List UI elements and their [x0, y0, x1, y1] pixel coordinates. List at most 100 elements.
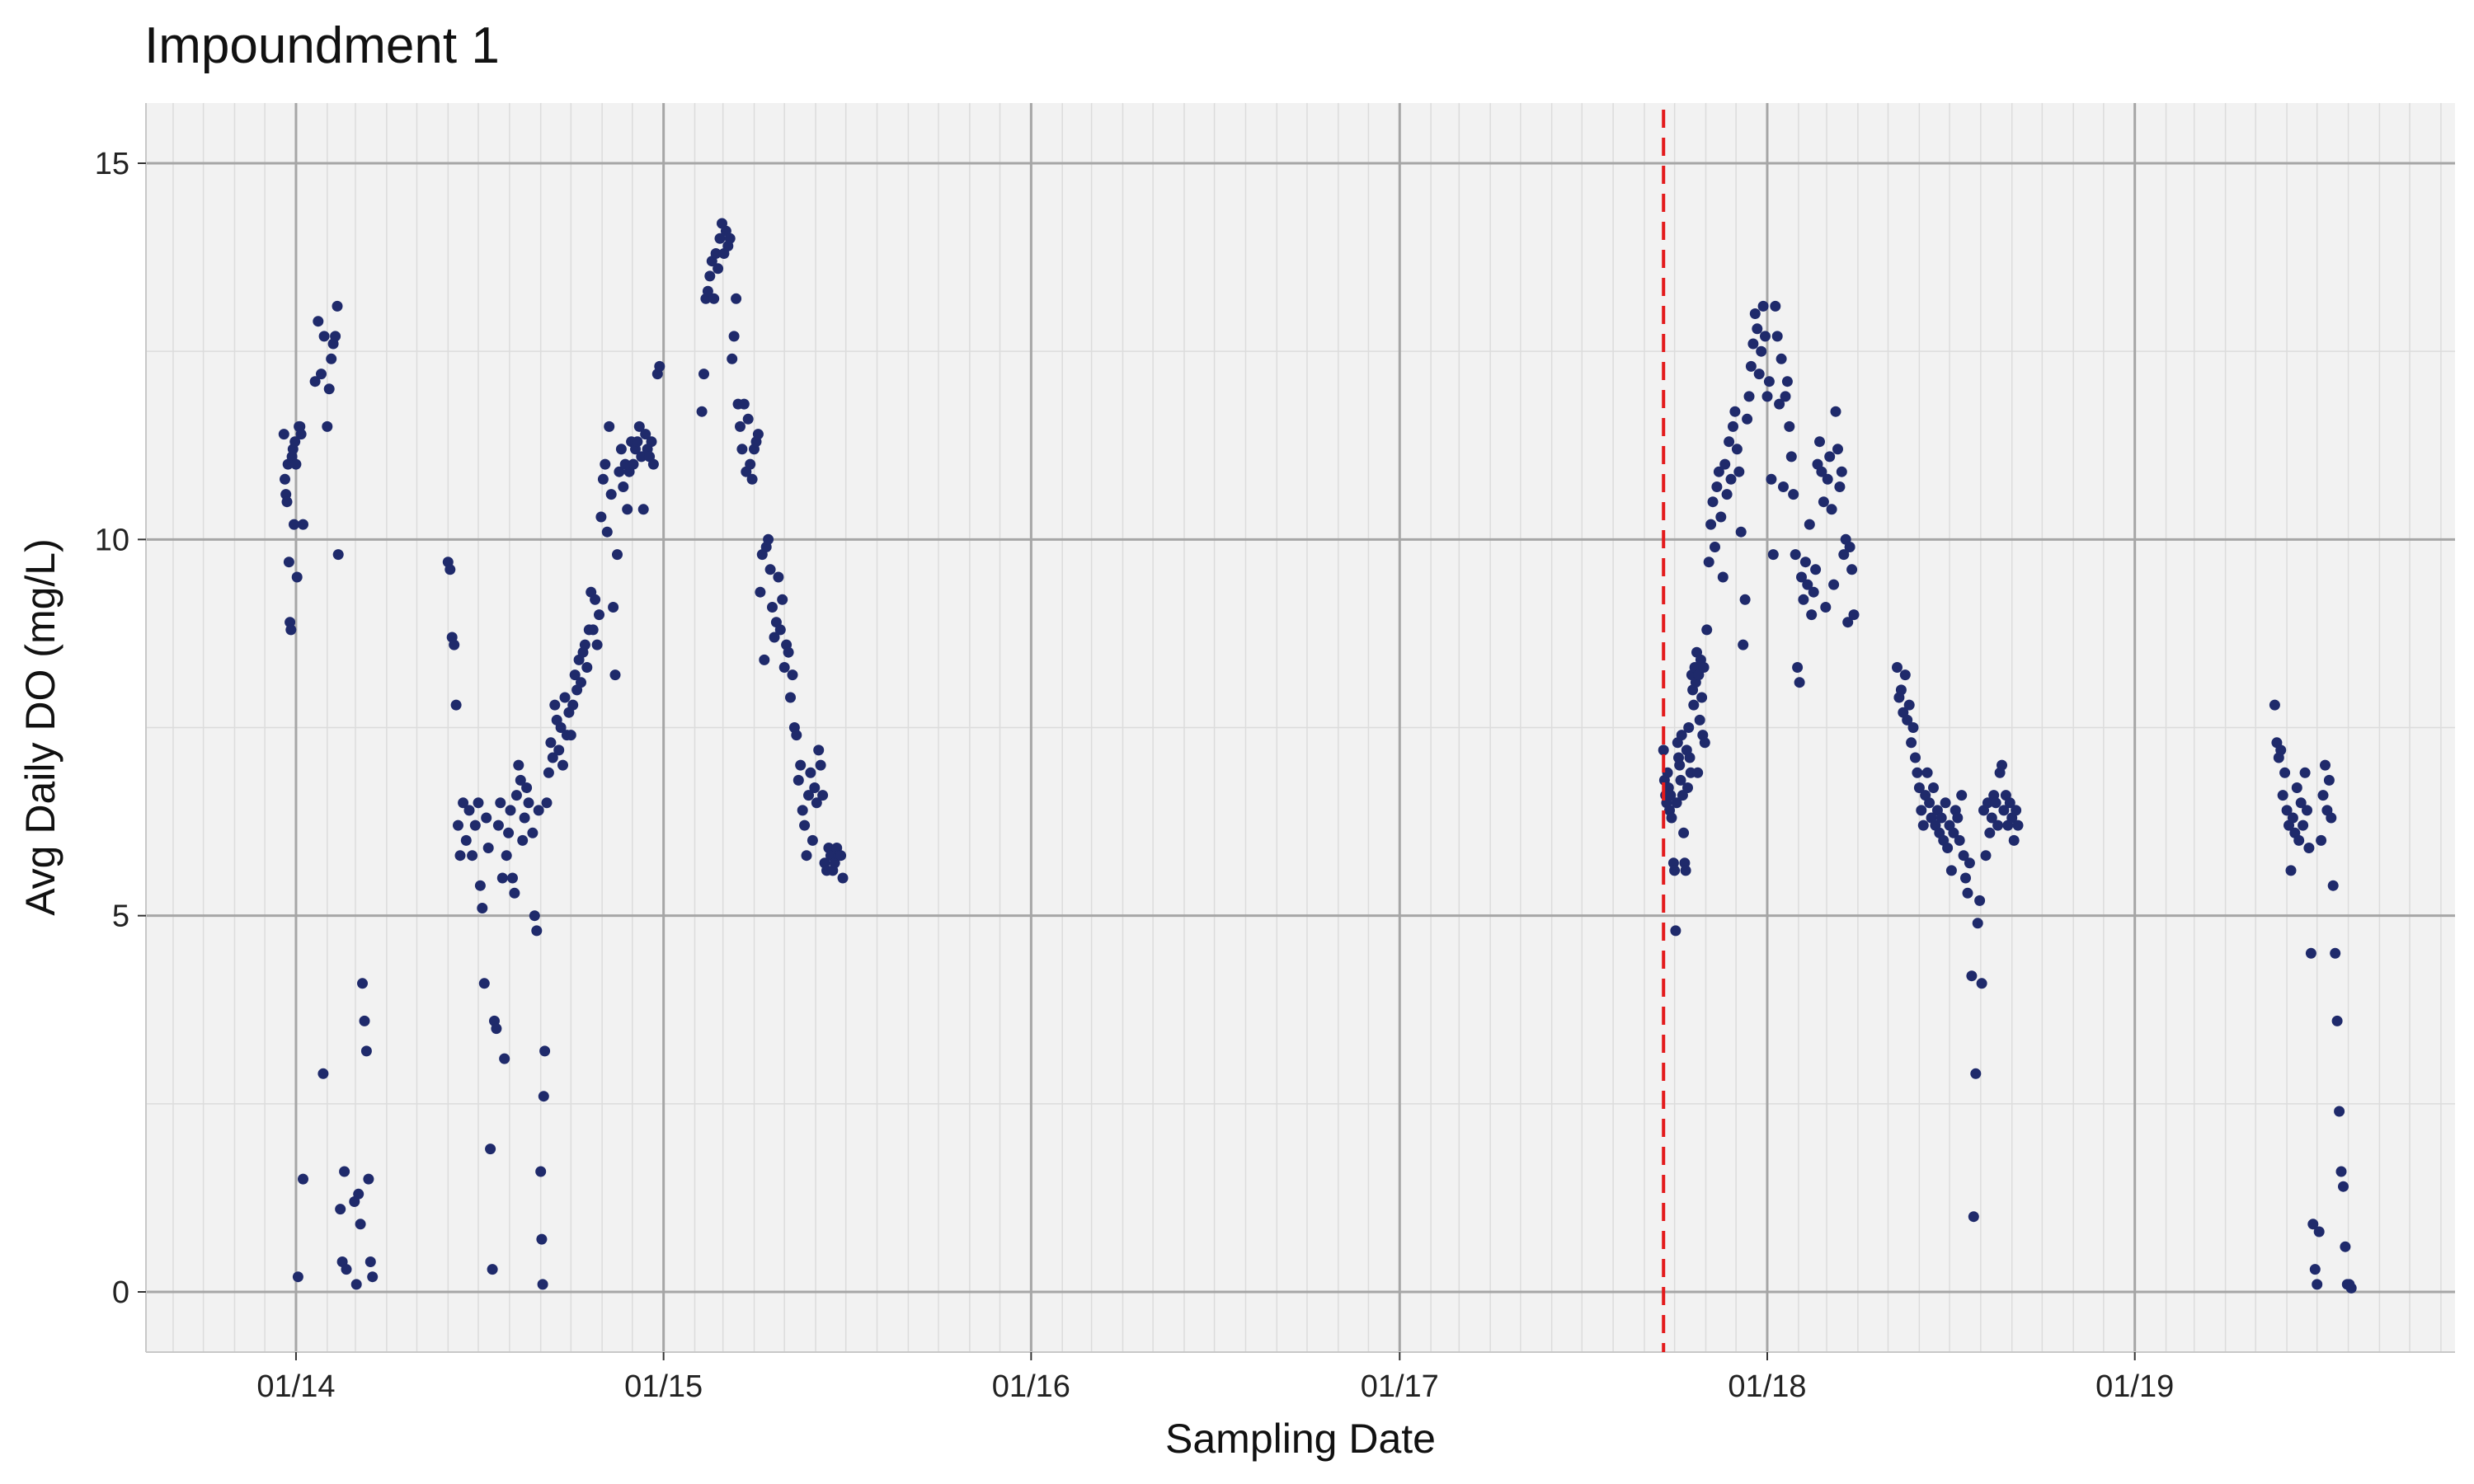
data-point: [1682, 782, 1693, 793]
data-point: [285, 624, 297, 636]
data-point: [1986, 812, 1997, 824]
data-point: [1828, 579, 1840, 590]
data-point: [745, 458, 756, 470]
data-point: [1683, 722, 1695, 733]
data-point: [763, 533, 774, 545]
data-point: [710, 248, 722, 259]
data-point: [591, 639, 603, 650]
data-point: [2011, 805, 2022, 816]
data-point: [1924, 797, 1935, 809]
data-point: [496, 872, 508, 884]
data-point: [1684, 752, 1696, 763]
data-point: [767, 602, 778, 613]
data-point: [341, 1264, 352, 1275]
data-point: [1721, 489, 1733, 500]
data-point: [1735, 526, 1747, 538]
data-point: [1696, 692, 1708, 703]
data-point: [2293, 834, 2305, 846]
data-point: [1725, 473, 1737, 485]
data-point: [1699, 737, 1710, 749]
data-point: [2275, 744, 2287, 756]
data-point: [1763, 376, 1775, 387]
data-point: [2340, 1241, 2351, 1252]
data-point: [332, 300, 343, 312]
data-point: [353, 1188, 365, 1200]
data-point: [283, 556, 294, 568]
data-point: [2298, 819, 2309, 831]
data-point: [1742, 413, 1753, 425]
data-point: [769, 632, 780, 643]
data-point: [1677, 790, 1688, 801]
data-point: [1799, 556, 1811, 568]
data-point: [1964, 857, 1975, 869]
data-point: [2277, 790, 2288, 801]
data-point: [2008, 834, 2020, 846]
data-point: [1990, 797, 2001, 809]
data-point: [1703, 556, 1714, 568]
data-point: [1694, 714, 1705, 726]
data-point: [531, 925, 543, 937]
data-point: [367, 1271, 379, 1283]
data-point: [594, 609, 604, 621]
data-point: [1770, 300, 1781, 312]
data-point: [787, 669, 798, 681]
data-point: [1670, 925, 1681, 937]
data-point: [322, 420, 333, 432]
data-point: [755, 586, 766, 598]
data-point: [1747, 338, 1759, 350]
data-point: [590, 594, 601, 605]
data-point: [809, 782, 821, 793]
data-point: [2281, 805, 2293, 816]
data-point: [2338, 1181, 2349, 1192]
data-point: [510, 790, 522, 801]
data-point: [795, 759, 807, 771]
data-point: [1997, 759, 2007, 771]
data-point: [1913, 782, 1925, 793]
data-point: [280, 473, 290, 485]
data-point: [316, 369, 327, 380]
data-point: [597, 473, 609, 485]
data-point: [1966, 970, 1978, 982]
data-point: [1814, 436, 1825, 448]
data-point: [2303, 843, 2315, 853]
data-point: [477, 903, 488, 913]
data-point: [537, 1279, 548, 1290]
data-point: [1962, 887, 1973, 899]
minor-grid: [146, 103, 2455, 1352]
data-point: [1707, 496, 1719, 508]
data-point: [1808, 586, 1819, 598]
data-point: [702, 285, 713, 297]
data-point: [2316, 834, 2327, 846]
data-point: [2323, 774, 2335, 786]
data-point: [453, 819, 463, 831]
data-point: [360, 1045, 372, 1057]
data-point: [1680, 865, 1691, 876]
data-point: [1984, 827, 1996, 838]
data-point: [813, 744, 825, 756]
data-point: [752, 429, 764, 440]
data-point: [2269, 699, 2280, 711]
data-point: [521, 782, 533, 793]
data-point: [1992, 819, 2004, 831]
data-point: [487, 1264, 498, 1275]
data-point: [1739, 594, 1751, 605]
data-point: [1826, 504, 1837, 515]
data-point: [1836, 466, 1847, 477]
data-point: [359, 1015, 370, 1026]
data-point: [646, 436, 657, 448]
data-point: [2331, 1015, 2343, 1026]
data-point: [1960, 872, 1971, 884]
data-point: [450, 699, 462, 711]
data-point: [505, 805, 516, 816]
data-point: [801, 850, 812, 862]
data-point: [501, 850, 512, 862]
data-point: [1912, 767, 1923, 778]
data-point: [622, 504, 633, 515]
data-point: [1892, 662, 1903, 673]
data-point: [1676, 730, 1687, 741]
data-point: [536, 1233, 548, 1245]
data-point: [595, 511, 607, 523]
data-point: [290, 458, 302, 470]
data-point: [298, 519, 308, 530]
data-point: [495, 797, 506, 809]
